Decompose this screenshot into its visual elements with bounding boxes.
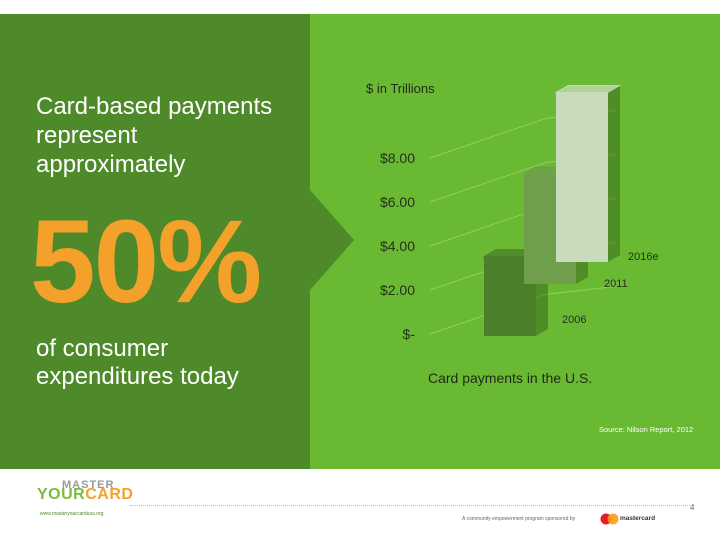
big-percent: 50% [30,196,262,328]
gridline-depth [545,285,617,295]
gridline [429,161,547,203]
mastercard-logo-icon [600,513,619,525]
sponsor-name: mastercard [620,515,656,522]
top-strip [0,0,720,14]
y-tick-label: $6.00 [380,194,415,210]
x-axis-label: Card payments in the U.S. [428,370,592,386]
bar-front [556,92,608,262]
bar-side [608,85,620,262]
chart-bars [482,85,622,336]
y-tick-label: $8.00 [380,150,415,166]
logo-your-text: YOUR [37,486,86,503]
y-tick-label: $- [403,326,416,342]
y-tick-label: $4.00 [380,238,415,254]
footer [0,469,720,540]
logo-card-text: CARD [85,486,134,503]
bar-top [554,85,622,94]
logo-url: www.masteryourcardusa.org [40,511,104,517]
chart-labels: $- $2.00 $4.00 $6.00 $8.00 2006 2011 2016e [380,150,659,342]
right-panel [310,14,720,469]
panel-arrow [310,190,354,290]
bar-chart: $- $2.00 $4.00 $6.00 $8.00 2006 2011 2016e $ in… [366,81,693,434]
source-note: Source: Nilson Report, 2012 [599,425,693,434]
category-label: 2016e [628,251,659,263]
y-tick-label: $2.00 [380,282,415,298]
footer-divider [130,505,690,506]
logo-master-text: MASTER [62,479,115,491]
page-number: 4 [690,503,695,512]
unit-label: $ in Trillions [366,81,435,96]
outro-text: of consumer expenditures today [36,335,239,390]
gridline [429,117,547,159]
logo-your-card: YOURCARD [37,486,133,504]
sponsor-text: A community empowerment program sponsore… [462,516,576,522]
category-label: 2011 [604,278,628,290]
category-label: 2006 [562,314,586,326]
intro-text: Card-based payments represent approximat… [36,93,273,178]
left-panel [0,14,310,469]
